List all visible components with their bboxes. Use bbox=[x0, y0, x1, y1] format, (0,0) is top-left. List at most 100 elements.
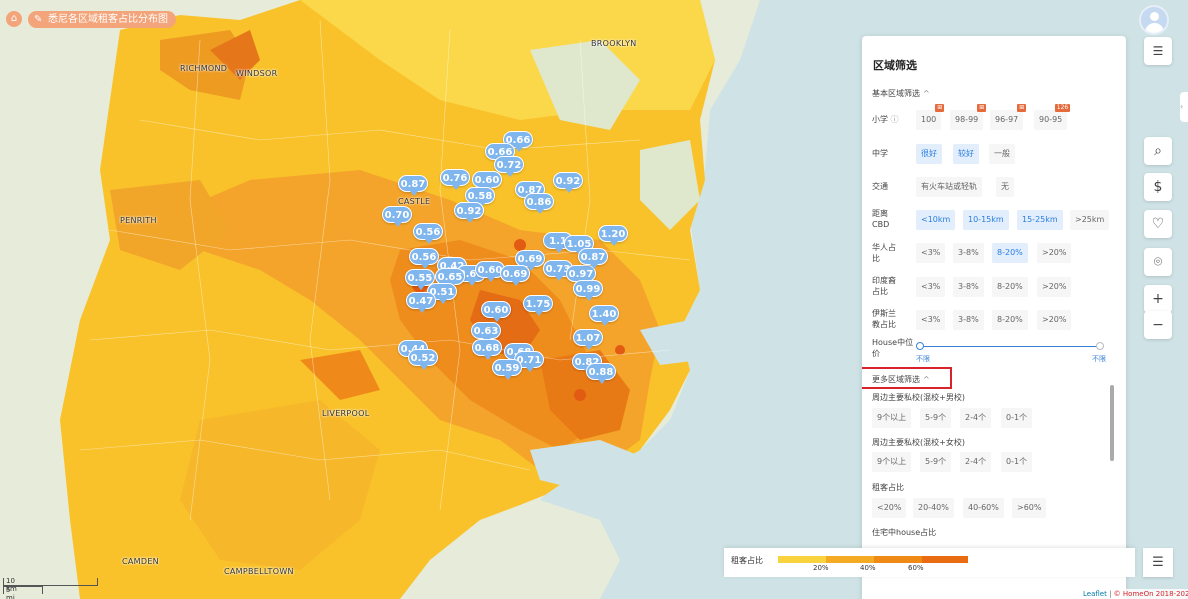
menu-button[interactable]: ☰ bbox=[1143, 548, 1173, 577]
home-button[interactable]: ⌂ bbox=[6, 11, 22, 27]
renter-option-lt20[interactable]: <20% bbox=[872, 498, 907, 518]
suburb-marker[interactable]: 0.59 bbox=[492, 359, 522, 380]
zoom-in-button[interactable]: + bbox=[1144, 285, 1172, 313]
suburb-marker[interactable]: 0.73 bbox=[543, 260, 573, 281]
suburb-marker[interactable]: 0.56 bbox=[413, 223, 443, 244]
suburb-marker[interactable]: 0.87 bbox=[398, 175, 428, 196]
house-price-slider-track[interactable] bbox=[920, 346, 1100, 347]
distance-option-15-25[interactable]: 15-25km bbox=[1017, 210, 1063, 230]
suburb-marker[interactable]: 1.07 bbox=[573, 329, 603, 350]
suburb-marker[interactable]: 0.60 bbox=[472, 171, 502, 192]
boys-schools-option-0-1[interactable]: 0-1个 bbox=[1001, 408, 1033, 428]
suburb-marker[interactable]: 0.76 bbox=[440, 169, 470, 190]
panel-collapse-tab[interactable]: › bbox=[1180, 92, 1188, 122]
house-price-slider-min-handle[interactable] bbox=[916, 342, 924, 350]
legend-tick: 60% bbox=[908, 564, 924, 572]
transport-option-none[interactable]: 无 bbox=[996, 177, 1014, 197]
suburb-marker[interactable]: 0.47 bbox=[406, 292, 436, 313]
primary-option-98-99[interactable]: 98-99 ⊞ bbox=[950, 104, 987, 130]
secondary-school-label: 中学 bbox=[872, 149, 888, 158]
suburb-marker[interactable]: 0.99 bbox=[573, 280, 603, 301]
avatar[interactable] bbox=[1139, 5, 1169, 35]
islam-option-gt20[interactable]: >20% bbox=[1037, 310, 1072, 330]
primary-option-90-95[interactable]: 90-95 126 bbox=[1034, 104, 1071, 130]
suburb-marker[interactable]: 0.92 bbox=[454, 202, 484, 223]
chinese-option-gt20[interactable]: >20% bbox=[1037, 243, 1072, 263]
zoom-out-button[interactable]: − bbox=[1144, 311, 1172, 339]
suburb-marker[interactable]: 0.55 bbox=[405, 269, 435, 290]
chinese-option-lt3[interactable]: <3% bbox=[916, 243, 946, 263]
basic-filter-section[interactable]: 基本区域筛选 ^ bbox=[872, 88, 930, 99]
suburb-marker[interactable]: 0.86 bbox=[524, 193, 554, 214]
islam-option-3-8[interactable]: 3-8% bbox=[953, 310, 984, 330]
suburb-marker[interactable]: 0.52 bbox=[408, 349, 438, 370]
suburb-marker[interactable]: 0.69 bbox=[500, 265, 530, 286]
suburb-marker[interactable]: 1.75 bbox=[523, 295, 553, 316]
primary-school-label-text: 小学 bbox=[872, 115, 888, 124]
secondary-option-average[interactable]: 一般 bbox=[989, 144, 1015, 164]
search-button[interactable]: ⌕ bbox=[1144, 137, 1172, 165]
legend-title: 租客占比 bbox=[731, 556, 763, 565]
home-icon: ⌂ bbox=[10, 13, 18, 24]
distance-option-gt25[interactable]: >25km bbox=[1070, 210, 1110, 230]
boys-schools-option-2-4[interactable]: 2-4个 bbox=[960, 408, 992, 428]
help-icon[interactable]: ⓘ bbox=[890, 115, 899, 124]
secondary-option-very-good[interactable]: 很好 bbox=[916, 144, 942, 164]
indian-option-3-8[interactable]: 3-8% bbox=[953, 277, 984, 297]
suburb-marker[interactable]: 0.68 bbox=[472, 339, 502, 360]
suburb-marker[interactable]: 1.40 bbox=[589, 305, 619, 326]
suburb-marker[interactable]: 0.63 bbox=[471, 322, 501, 343]
favorites-button[interactable]: ♡ bbox=[1144, 210, 1172, 238]
more-filter-section[interactable]: 更多区域筛选 ^ bbox=[872, 374, 930, 385]
suburb-marker[interactable]: 0.92 bbox=[553, 172, 583, 193]
basic-filter-section-label: 基本区域筛选 bbox=[872, 89, 920, 98]
indian-option-8-20[interactable]: 8-20% bbox=[992, 277, 1028, 297]
girls-schools-option-0-1[interactable]: 0-1个 bbox=[1001, 452, 1033, 472]
secondary-option-good[interactable]: 较好 bbox=[953, 144, 979, 164]
chinese-option-3-8[interactable]: 3-8% bbox=[953, 243, 984, 263]
suburb-marker[interactable]: 1.20 bbox=[598, 225, 628, 246]
minus-icon: − bbox=[1152, 317, 1164, 333]
primary-option-100[interactable]: 100 ⊞ bbox=[916, 104, 945, 130]
suburb-marker[interactable]: 0.87 bbox=[578, 248, 608, 269]
girls-schools-option-5-9[interactable]: 5-9个 bbox=[920, 452, 952, 472]
renter-option-40-60[interactable]: 40-60% bbox=[963, 498, 1004, 518]
boys-schools-option-5-9[interactable]: 5-9个 bbox=[920, 408, 952, 428]
distance-option-lt10[interactable]: <10km bbox=[916, 210, 956, 230]
islam-option-lt3[interactable]: <3% bbox=[916, 310, 946, 330]
suburb-marker[interactable]: 0.88 bbox=[586, 363, 616, 384]
suburb-marker[interactable]: 0.70 bbox=[382, 206, 412, 227]
primary-option-96-97-text: 96-97 bbox=[995, 115, 1019, 124]
legend-color-segment bbox=[874, 556, 922, 563]
suburb-marker[interactable]: 0.72 bbox=[494, 156, 524, 177]
house-share-label: 住宅中house占比 bbox=[872, 528, 937, 537]
suburb-marker[interactable]: 0.60 bbox=[481, 301, 511, 322]
suburb-marker[interactable]: 0.69 bbox=[515, 250, 545, 271]
suburb-marker[interactable]: 0.56 bbox=[409, 248, 439, 269]
islam-option-8-20[interactable]: 8-20% bbox=[992, 310, 1028, 330]
leaflet-link[interactable]: Leaflet bbox=[1083, 590, 1107, 598]
primary-option-96-97[interactable]: 96-97 ⊞ bbox=[990, 104, 1027, 130]
suburb-marker[interactable]: 0.97 bbox=[566, 265, 596, 286]
boys-schools-option-9plus[interactable]: 9个以上 bbox=[872, 408, 912, 428]
price-button[interactable]: $ bbox=[1144, 173, 1172, 201]
transport-option-rail[interactable]: 有火车站或轻轨 bbox=[916, 177, 982, 197]
panel-scrollbar[interactable] bbox=[1110, 385, 1114, 461]
distance-option-10-15[interactable]: 10-15km bbox=[963, 210, 1009, 230]
indian-option-gt20[interactable]: >20% bbox=[1037, 277, 1072, 297]
girls-schools-option-2-4[interactable]: 2-4个 bbox=[960, 452, 992, 472]
chinese-option-8-20[interactable]: 8-20% bbox=[992, 243, 1028, 263]
renter-option-gt60[interactable]: >60% bbox=[1012, 498, 1047, 518]
hot-badge: ⊞ bbox=[935, 104, 945, 112]
renter-option-20-40[interactable]: 20-40% bbox=[913, 498, 954, 518]
place-label-windsor: WINDSOR bbox=[236, 69, 278, 78]
filter-toggle-button[interactable]: ☰ bbox=[1144, 37, 1172, 65]
scale-bar-mi bbox=[3, 586, 43, 594]
girls-schools-option-9plus[interactable]: 9个以上 bbox=[872, 452, 912, 472]
chevron-right-icon: › bbox=[1180, 102, 1184, 111]
house-price-slider-max-handle[interactable] bbox=[1096, 342, 1104, 350]
indian-option-lt3[interactable]: <3% bbox=[916, 277, 946, 297]
location-button[interactable]: ⌾ bbox=[1144, 248, 1172, 276]
primary-option-100-text: 100 bbox=[921, 115, 937, 124]
girls-schools-label: 周边主要私校(混校+女校) bbox=[872, 438, 965, 447]
